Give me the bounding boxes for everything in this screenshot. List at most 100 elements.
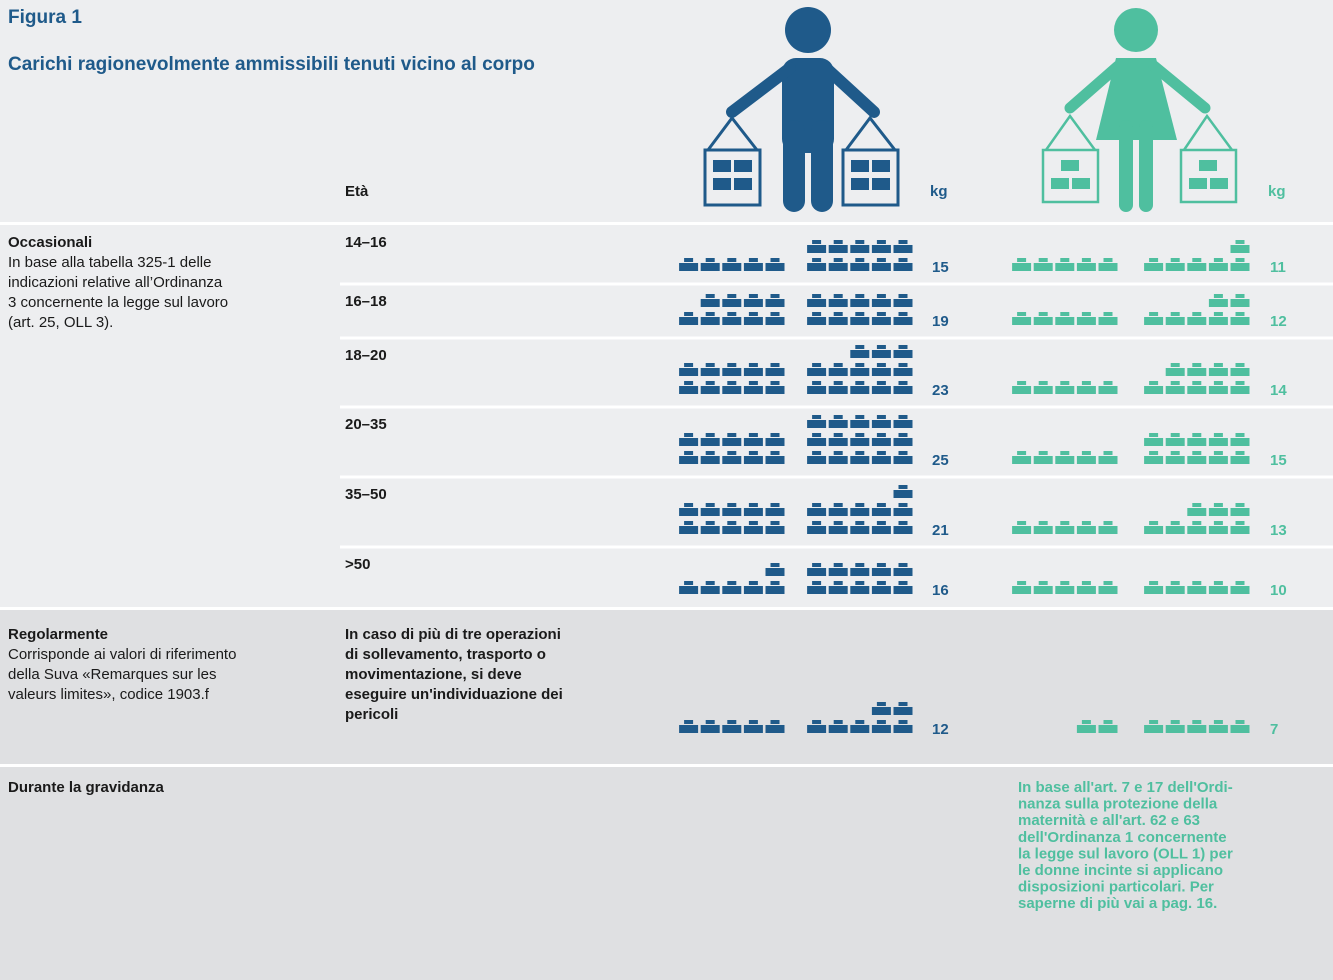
weight-icon xyxy=(679,312,699,325)
value-label: 7 xyxy=(1270,721,1278,738)
weight-icon xyxy=(1012,312,1032,325)
weight-icon xyxy=(893,240,913,253)
weight-icon xyxy=(807,294,827,307)
weight-icon xyxy=(1230,381,1250,394)
weight-icon xyxy=(700,312,720,325)
weight-icon xyxy=(743,503,763,516)
weight-icon xyxy=(1230,503,1250,516)
weight-icon xyxy=(893,485,913,498)
weight-icon xyxy=(807,433,827,446)
weight-icon xyxy=(679,363,699,376)
weight-icon xyxy=(1230,312,1250,325)
value-label: 13 xyxy=(1270,522,1287,539)
weight-icon xyxy=(1055,381,1075,394)
weight-icon xyxy=(722,720,742,733)
weight-icon xyxy=(743,581,763,594)
weight-icon xyxy=(807,415,827,428)
weight-icon xyxy=(1076,381,1096,394)
weight-icon xyxy=(679,521,699,534)
weight-icon xyxy=(1187,363,1207,376)
weight-icon xyxy=(700,258,720,271)
weight-icon xyxy=(1012,451,1032,464)
weight-icon xyxy=(1076,258,1096,271)
weight-icon xyxy=(893,503,913,516)
value-label: 12 xyxy=(1270,313,1287,330)
weight-icon xyxy=(743,451,763,464)
weight-icon xyxy=(871,503,891,516)
weight-icon xyxy=(700,451,720,464)
weight-icon xyxy=(850,415,870,428)
weight-icon xyxy=(828,258,848,271)
weight-icon xyxy=(828,240,848,253)
weight-icon xyxy=(1187,258,1207,271)
weight-icon xyxy=(765,258,785,271)
weight-icon xyxy=(1208,503,1228,516)
weight-icon xyxy=(679,433,699,446)
man-figure xyxy=(703,7,900,212)
row-separator xyxy=(340,336,1333,340)
weight-icon xyxy=(722,294,742,307)
age-label: 20–35 xyxy=(345,416,387,433)
weight-icon xyxy=(1098,521,1118,534)
note: dell'Ordinanza 1 concernente xyxy=(1018,829,1227,846)
row-separator xyxy=(340,475,1333,479)
row-separator xyxy=(340,282,1333,286)
weight-icon xyxy=(722,521,742,534)
description: indicazioni relative all’Ordinanza xyxy=(8,274,223,291)
weight-icon xyxy=(1165,258,1185,271)
note: nanza sulla protezione della xyxy=(1018,796,1218,813)
weight-icon xyxy=(828,294,848,307)
weight-icon xyxy=(1144,581,1164,594)
weight-icon xyxy=(765,563,785,576)
weight-icon xyxy=(828,581,848,594)
weight-icon xyxy=(765,720,785,733)
weight-icon xyxy=(1098,451,1118,464)
description: 3 concernente la legge sul lavoro xyxy=(8,294,228,311)
weight-icon xyxy=(850,581,870,594)
value-label: 15 xyxy=(932,259,949,276)
weight-icon xyxy=(871,433,891,446)
weight-icon xyxy=(1098,381,1118,394)
weight-icon xyxy=(1187,451,1207,464)
separator xyxy=(0,607,1333,610)
weight-icon xyxy=(743,521,763,534)
weight-icon xyxy=(700,294,720,307)
weight-icon xyxy=(1187,521,1207,534)
weight-icon xyxy=(1076,581,1096,594)
weight-icon xyxy=(850,451,870,464)
weight-icon xyxy=(679,720,699,733)
weight-icon xyxy=(722,258,742,271)
weight-icon xyxy=(743,720,763,733)
weight-icon xyxy=(1187,581,1207,594)
weight-icon xyxy=(1076,312,1096,325)
weight-icon xyxy=(1055,521,1075,534)
weight-icon xyxy=(700,381,720,394)
value-label: 12 xyxy=(932,721,949,738)
weight-icon xyxy=(1098,581,1118,594)
weight-icon xyxy=(1208,521,1228,534)
value-label: 11 xyxy=(1270,259,1286,276)
title: Carichi ragionevolmente ammissibili tenu… xyxy=(8,54,535,75)
weight-icon xyxy=(1208,258,1228,271)
weight-icon xyxy=(1187,381,1207,394)
note: la legge sul lavoro (OLL 1) per xyxy=(1018,845,1233,862)
weight-icon xyxy=(850,258,870,271)
weight-icon xyxy=(1165,720,1185,733)
weight-icon xyxy=(743,294,763,307)
weight-icon xyxy=(850,240,870,253)
weight-icon xyxy=(807,521,827,534)
weight-icon xyxy=(850,563,870,576)
section-title: Regolarmente xyxy=(8,626,108,643)
weight-icon xyxy=(893,581,913,594)
row-separator xyxy=(340,545,1333,549)
weight-icon xyxy=(1187,312,1207,325)
weight-icon xyxy=(1230,240,1250,253)
weight-icon xyxy=(828,451,848,464)
background xyxy=(0,610,1333,765)
weight-icon xyxy=(1033,521,1053,534)
weight-icon xyxy=(828,381,848,394)
weight-icon xyxy=(807,563,827,576)
note: le donne incinte si applicano xyxy=(1018,862,1223,879)
weight-icon xyxy=(1055,258,1075,271)
weight-icon xyxy=(893,312,913,325)
